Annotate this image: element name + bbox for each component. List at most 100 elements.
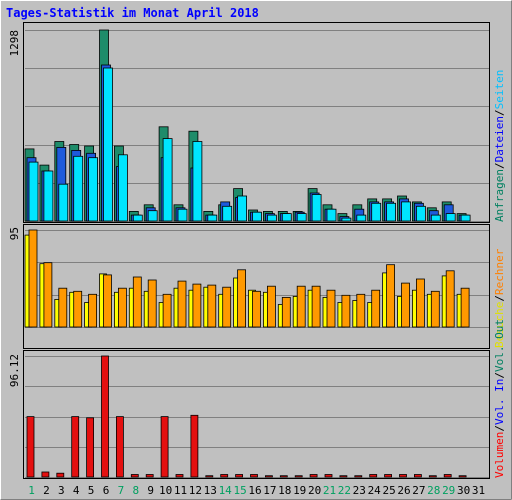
bar-seiten bbox=[252, 211, 262, 222]
bar-rechner bbox=[43, 262, 53, 328]
bar-rechner bbox=[430, 290, 440, 328]
x-tick-label: 18 bbox=[278, 484, 291, 497]
bar-rechner bbox=[460, 287, 470, 328]
legend-entry: Rechner bbox=[493, 248, 506, 295]
bar-volumen bbox=[399, 474, 407, 478]
x-tick-label: 15 bbox=[233, 484, 246, 497]
bar-rechner bbox=[118, 287, 127, 328]
bar-rechner bbox=[177, 280, 187, 328]
bar-volumen bbox=[160, 416, 169, 478]
bar-seiten bbox=[296, 213, 307, 222]
x-tick-label: 13 bbox=[204, 484, 217, 497]
bar-seiten bbox=[222, 205, 233, 222]
bar-volumen bbox=[145, 474, 154, 478]
bar-volumen bbox=[354, 475, 363, 478]
bar-rechner bbox=[341, 294, 351, 328]
bar-volumen bbox=[101, 355, 109, 478]
bar-volumen bbox=[86, 417, 94, 478]
legend-entry: Seiten bbox=[493, 70, 506, 110]
legend-entry: / bbox=[493, 162, 506, 169]
bar-rechner bbox=[415, 278, 425, 328]
bar-seiten bbox=[73, 155, 84, 222]
bar-volumen bbox=[175, 474, 184, 478]
bar-rechner bbox=[252, 290, 261, 328]
bar-volumen bbox=[116, 416, 124, 478]
x-tick-label: 2 bbox=[43, 484, 50, 497]
bar-seiten bbox=[266, 214, 277, 222]
bar-volumen bbox=[443, 474, 452, 478]
bar-seiten bbox=[460, 214, 471, 222]
bar-volumen bbox=[309, 474, 318, 478]
bar-seiten bbox=[207, 214, 218, 222]
bar-volumen bbox=[235, 474, 244, 478]
x-tick-label: 11 bbox=[174, 484, 187, 497]
legend-entry: Besuche bbox=[493, 302, 506, 348]
bar-rechner bbox=[222, 286, 232, 328]
x-tick-label: 21 bbox=[323, 484, 336, 497]
bar-volumen bbox=[250, 474, 258, 478]
bar-volumen bbox=[190, 414, 199, 478]
legend-visits-hosts: Besuche/Rechner bbox=[493, 248, 506, 348]
chart-title: Tages-Statistik im Monat April 2018 bbox=[6, 6, 259, 20]
bar-volumen bbox=[369, 474, 378, 478]
x-tick-label: 14 bbox=[219, 484, 233, 497]
x-tick-label: 26 bbox=[397, 484, 410, 497]
bar-seiten bbox=[58, 183, 69, 222]
bar-volumen bbox=[205, 475, 214, 478]
y-max-label-volume: 96.12 bbox=[8, 354, 21, 387]
bar-rechner bbox=[58, 287, 68, 328]
x-tick-label: 4 bbox=[73, 484, 80, 497]
bar-volumen bbox=[279, 475, 288, 478]
x-tick-label: 8 bbox=[132, 484, 139, 497]
bar-rechner bbox=[103, 274, 112, 328]
x-tick-label: 24 bbox=[368, 484, 382, 497]
bar-volumen bbox=[384, 474, 393, 478]
bar-rechner bbox=[445, 270, 455, 328]
bar-seiten bbox=[430, 214, 441, 222]
bar-rechner bbox=[371, 289, 381, 328]
legend-entry: Anfragen bbox=[493, 169, 506, 222]
x-tick-label: 30 bbox=[457, 484, 470, 497]
x-tick-label: 16 bbox=[248, 484, 261, 497]
x-tick-label: 22 bbox=[338, 484, 351, 497]
bar-volumen bbox=[458, 475, 467, 478]
bar-seiten bbox=[356, 214, 367, 222]
bar-volumen bbox=[324, 474, 333, 478]
bar-volumen bbox=[41, 471, 50, 478]
bar-rechner bbox=[132, 276, 142, 328]
legend-entry: Volumen bbox=[493, 432, 506, 478]
bar-rechner bbox=[356, 293, 366, 328]
legend-volume: Volumen/Vol. In/Vol. Out bbox=[493, 319, 506, 478]
bar-seiten bbox=[445, 213, 456, 222]
x-tick-label: 1 bbox=[28, 484, 35, 497]
x-tick-label: 5 bbox=[88, 484, 95, 497]
x-tick-label: 6 bbox=[103, 484, 110, 497]
bar-rechner bbox=[237, 269, 247, 328]
bar-seiten bbox=[88, 157, 98, 222]
y-max-label-visits: 95 bbox=[8, 227, 21, 240]
bar-rechner bbox=[311, 285, 321, 328]
legend-entry: / bbox=[493, 295, 506, 302]
x-tick-label: 31 bbox=[472, 484, 485, 497]
bar-rechner bbox=[88, 293, 97, 328]
bar-seiten bbox=[43, 170, 54, 222]
bar-rechner bbox=[28, 229, 38, 328]
x-tick-label: 19 bbox=[293, 484, 306, 497]
bar-volumen bbox=[71, 416, 80, 478]
legend-entry: Dateien bbox=[493, 116, 506, 162]
x-tick-label: 29 bbox=[442, 484, 455, 497]
bar-seiten bbox=[341, 217, 352, 222]
bar-volumen bbox=[56, 472, 65, 478]
bar-volumen bbox=[413, 474, 422, 478]
legend-entry: / bbox=[493, 425, 506, 432]
x-tick-label: 17 bbox=[263, 484, 276, 497]
bar-seiten bbox=[147, 210, 158, 222]
bar-seiten bbox=[326, 208, 337, 222]
x-tick-label: 23 bbox=[353, 484, 366, 497]
bar-seiten bbox=[162, 138, 173, 222]
bar-volumen bbox=[294, 475, 303, 478]
bar-seiten bbox=[103, 67, 113, 222]
bar-volumen bbox=[264, 475, 273, 478]
bar-volumen bbox=[339, 475, 348, 478]
